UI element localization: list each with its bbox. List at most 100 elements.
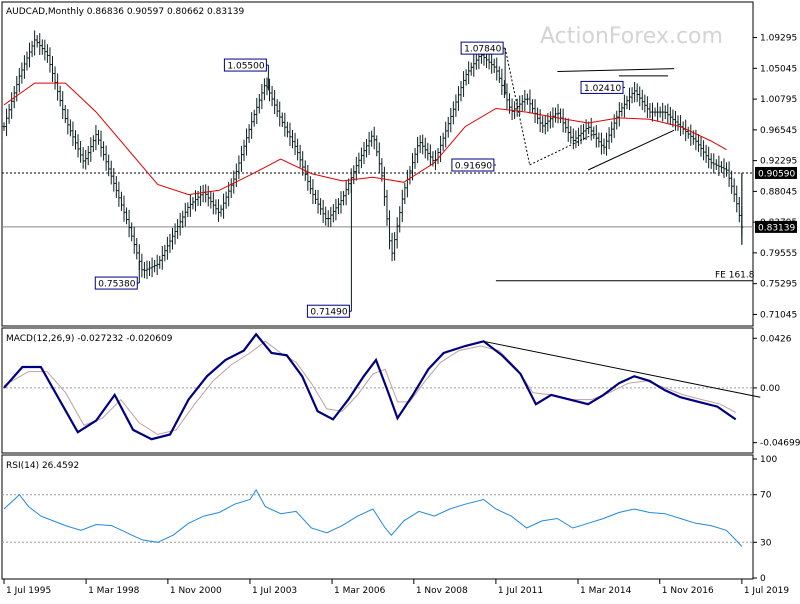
price-bar [569, 126, 573, 144]
price-bar [694, 129, 698, 151]
macd-ytick-label: 0.0426 [760, 334, 792, 344]
price-bar [727, 161, 731, 187]
price-bar [520, 94, 524, 111]
price-bar [127, 209, 131, 238]
price-bar [94, 125, 98, 151]
price-bar [459, 81, 463, 102]
price-bar [638, 86, 642, 107]
annotation-label: 1.02410 [584, 84, 621, 94]
price-bar [388, 210, 391, 250]
price-bar [235, 163, 238, 188]
price-bar [342, 190, 345, 206]
price-bar [531, 99, 534, 114]
price-bar [23, 55, 26, 79]
price-bar [153, 260, 156, 273]
price-bar [132, 226, 136, 254]
price-bar [15, 75, 19, 102]
price-bar [135, 237, 139, 260]
price-bar [104, 145, 108, 171]
price-bar [737, 196, 741, 223]
price-bar [653, 107, 657, 117]
price-bar [280, 112, 284, 127]
price-bar [385, 189, 389, 226]
x-tick-label: 1 Nov 2016 [662, 586, 714, 596]
price-bar [2, 122, 6, 131]
price-bar [69, 119, 72, 137]
price-bar [324, 206, 327, 226]
price-bar [536, 107, 539, 125]
rsi-plot [2, 488, 753, 547]
price-ytick-label: 1.00795 [760, 95, 797, 105]
price-bar [635, 83, 639, 102]
price-bar [357, 152, 361, 174]
price-ytick-label: 0.71045 [760, 310, 797, 320]
price-ytick-label: 0.88045 [760, 187, 797, 197]
price-bar [344, 180, 348, 206]
price-bar [526, 93, 529, 105]
price-bar [178, 212, 182, 236]
price-bar [51, 56, 54, 82]
price-bar [416, 136, 419, 164]
price-bar [171, 227, 174, 250]
price-bar [301, 151, 305, 176]
price-bar [166, 236, 169, 260]
price-bar [446, 116, 450, 138]
price-bar [360, 147, 363, 169]
price-value-text: 0.90590 [758, 169, 795, 179]
rsi-ytick-label: 0 [760, 574, 766, 584]
price-bar [81, 147, 85, 169]
price-bar [150, 257, 154, 278]
price-bar [441, 132, 445, 151]
price-bar [278, 101, 282, 127]
price-value-box [755, 166, 797, 179]
price-bar [423, 137, 427, 159]
price-bar [219, 204, 223, 217]
price-bar [63, 105, 67, 124]
price-bar [487, 52, 491, 70]
price-bar [697, 134, 700, 153]
price-bar [666, 103, 670, 124]
x-tick-label: 1 Jul 1995 [6, 586, 51, 596]
price-bar [564, 117, 567, 133]
price-bar [444, 121, 447, 148]
price-bar [725, 162, 728, 177]
macd-signal-line [3, 340, 736, 436]
rsi-line [3, 488, 743, 547]
price-bar [46, 44, 49, 63]
price-bar [130, 222, 133, 242]
rsi-header: RSI(14) 26.4592 [6, 461, 79, 471]
price-bar [199, 185, 202, 207]
price-bar [329, 206, 333, 227]
price-bar [311, 179, 315, 205]
price-bar [18, 68, 21, 93]
price-bar [630, 87, 634, 104]
price-value-text: 0.83139 [758, 223, 795, 233]
price-bar [222, 193, 225, 219]
price-bar [71, 121, 75, 147]
price-bar [457, 86, 460, 111]
price-bar [587, 121, 590, 135]
axes: 1.09295 1.05045 1.00795 0.96545 0.92295 0.880… [3, 34, 800, 596]
price-bar [490, 53, 493, 74]
price-bar [89, 137, 93, 162]
annotation-label: 0.91690 [455, 162, 492, 172]
price-bar [206, 185, 210, 207]
price-bar [554, 107, 557, 123]
price-bar [561, 108, 565, 133]
price-bar [293, 132, 297, 156]
annotation-box [580, 80, 624, 94]
price-bar [475, 54, 478, 70]
price-bar [229, 178, 233, 198]
price-bar [35, 35, 39, 48]
triangle-lower-trendline [587, 129, 675, 171]
price-bar [250, 112, 253, 139]
annotation-label: 1.05500 [227, 62, 264, 72]
price-bar [275, 99, 279, 118]
price-bar [375, 135, 379, 157]
price-bar [625, 95, 629, 110]
price-bar [79, 141, 82, 163]
price-bar [191, 196, 195, 210]
x-tick-label: 1 Jul 2011 [498, 586, 543, 596]
x-tick-label: 1 Jul 2003 [252, 586, 297, 596]
price-bar [53, 66, 57, 90]
